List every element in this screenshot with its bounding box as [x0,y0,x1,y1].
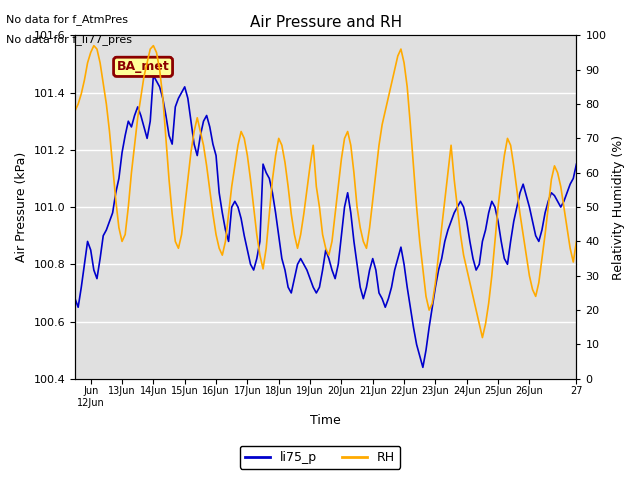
Legend: li75_p, RH: li75_p, RH [240,446,400,469]
Y-axis label: Relativity Humidity (%): Relativity Humidity (%) [612,134,625,280]
Text: No data for f_AtmPres: No data for f_AtmPres [6,14,129,25]
Text: No data for f_li77_pres: No data for f_li77_pres [6,34,132,45]
Title: Air Pressure and RH: Air Pressure and RH [250,15,402,30]
Text: BA_met: BA_met [116,60,170,73]
Y-axis label: Air Pressure (kPa): Air Pressure (kPa) [15,152,28,262]
X-axis label: Time: Time [310,414,341,427]
